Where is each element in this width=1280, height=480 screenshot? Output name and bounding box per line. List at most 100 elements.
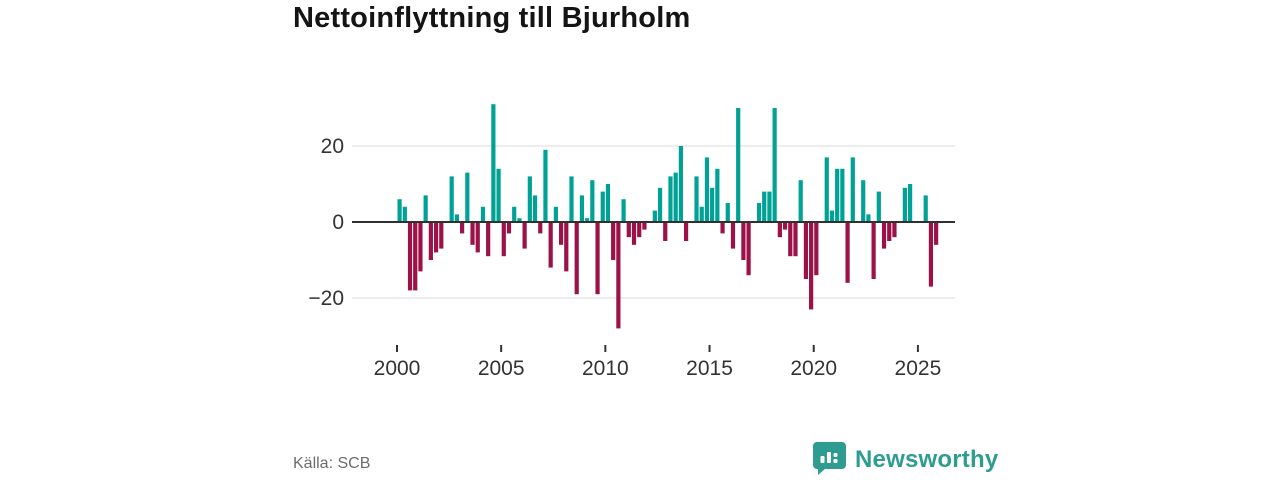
- bar-2013-Q3: [678, 146, 683, 222]
- bar-2011-Q2: [631, 222, 637, 245]
- bar-2018-Q2: [777, 222, 782, 238]
- bar-2017-Q4: [767, 191, 772, 222]
- x-tick-label-2005: 2005: [478, 357, 525, 380]
- bar-2020-Q1: [814, 222, 819, 276]
- bar-2004-Q2: [486, 222, 491, 257]
- bar-2006-Q1: [522, 222, 527, 249]
- bar-2001-Q3: [428, 222, 433, 260]
- bar-2013-Q2: [673, 172, 678, 222]
- bar-2022-Q2: [861, 180, 866, 222]
- bar-2015-Q2: [715, 168, 720, 222]
- bar-2001-Q4: [433, 222, 439, 253]
- brand-name: Newsworthy: [855, 446, 999, 473]
- bar-2007-Q4: [558, 222, 564, 245]
- bar-2022-Q3: [866, 214, 871, 222]
- bar-2025-Q4: [934, 222, 939, 245]
- bar-2002-Q3: [449, 176, 454, 222]
- bar-2016-Q2: [736, 108, 741, 222]
- bar-2021-Q1: [835, 168, 840, 222]
- bar-2013-Q1: [668, 176, 673, 222]
- bar-2021-Q4: [850, 157, 855, 222]
- bar-chart-speech-bubble-icon: [813, 441, 846, 480]
- bar-2012-Q3: [657, 187, 663, 222]
- bar-2008-Q2: [569, 176, 574, 222]
- bar-2010-Q1: [605, 184, 611, 222]
- bar-2023-Q3: [887, 222, 892, 241]
- y-tick-label: 0: [332, 211, 344, 234]
- bar-2017-Q3: [762, 191, 767, 222]
- bar-2018-Q3: [782, 222, 788, 230]
- bar-2009-Q1: [585, 218, 590, 222]
- bar-2004-Q4: [496, 168, 501, 222]
- bar-2005-Q1: [501, 222, 506, 257]
- bar-2007-Q1: [543, 149, 548, 222]
- x-tick-label-2025: 2025: [895, 357, 942, 380]
- bar-2002-Q1: [439, 222, 444, 249]
- bar-2006-Q2: [527, 176, 532, 222]
- bar-2007-Q3: [553, 206, 558, 222]
- bar-2019-Q4: [809, 222, 814, 310]
- source-note: Källa: SCB: [293, 455, 371, 472]
- bar-2019-Q2: [798, 180, 803, 222]
- bar-2008-Q1: [564, 222, 569, 272]
- bar-2023-Q1: [876, 191, 881, 222]
- x-tick-label-2010: 2010: [582, 357, 629, 380]
- bar-2021-Q3: [845, 222, 850, 283]
- bar-2016-Q4: [746, 222, 751, 276]
- bar-2010-Q3: [616, 222, 621, 329]
- bar-2012-Q2: [652, 210, 657, 222]
- bar-2015-Q3: [720, 222, 725, 234]
- bar-2009-Q2: [590, 180, 595, 222]
- bar-2006-Q4: [538, 222, 543, 234]
- bar-2000-Q2: [402, 206, 407, 222]
- bar-2012-Q4: [663, 222, 668, 241]
- newsworthy-brand: Newsworthy: [813, 441, 1013, 480]
- bar-2011-Q4: [642, 222, 647, 230]
- bar-2003-Q4: [475, 222, 480, 253]
- x-tick-label-2020: 2020: [790, 357, 837, 380]
- bar-2000-Q1: [397, 199, 402, 222]
- bar-2025-Q3: [928, 222, 934, 287]
- bar-2025-Q2: [923, 195, 928, 222]
- bar-2020-Q3: [824, 157, 829, 222]
- bar-2005-Q4: [517, 218, 522, 222]
- y-tick-label: −20: [308, 287, 344, 310]
- bar-2023-Q4: [892, 222, 897, 238]
- bar-2017-Q2: [756, 203, 762, 222]
- bar-2006-Q3: [532, 195, 538, 222]
- bar-2011-Q1: [626, 222, 631, 238]
- bar-2018-Q1: [772, 108, 777, 222]
- bar-2020-Q4: [829, 210, 835, 222]
- bar-2003-Q3: [470, 222, 475, 245]
- bar-2010-Q4: [621, 199, 626, 222]
- bar-2009-Q4: [600, 191, 605, 222]
- bar-2004-Q3: [491, 104, 496, 222]
- bar-2005-Q3: [512, 206, 517, 222]
- bar-2014-Q3: [699, 206, 704, 222]
- bar-2004-Q1: [480, 206, 486, 222]
- bar-2005-Q2: [506, 222, 512, 234]
- bar-2003-Q1: [460, 222, 465, 234]
- bar-2000-Q3: [407, 222, 413, 291]
- bar-2018-Q4: [788, 222, 793, 257]
- bar-2016-Q3: [741, 222, 746, 260]
- bar-2008-Q3: [574, 222, 579, 295]
- bar-2008-Q4: [579, 195, 585, 222]
- bar-2019-Q1: [793, 222, 798, 257]
- bar-2009-Q3: [595, 222, 600, 295]
- bar-2024-Q2: [902, 187, 907, 222]
- bar-2003-Q2: [465, 172, 470, 222]
- bar-2024-Q3: [907, 184, 913, 222]
- bar-2011-Q3: [637, 222, 642, 238]
- bar-2001-Q1: [418, 222, 423, 272]
- bar-2001-Q2: [423, 195, 428, 222]
- bar-2007-Q2: [548, 222, 553, 268]
- x-tick-label-2015: 2015: [686, 357, 733, 380]
- bar-2016-Q1: [730, 222, 736, 249]
- bar-2015-Q4: [725, 203, 730, 222]
- y-tick-label: 20: [321, 135, 344, 158]
- bar-2002-Q4: [454, 214, 459, 222]
- bar-2022-Q4: [871, 222, 876, 279]
